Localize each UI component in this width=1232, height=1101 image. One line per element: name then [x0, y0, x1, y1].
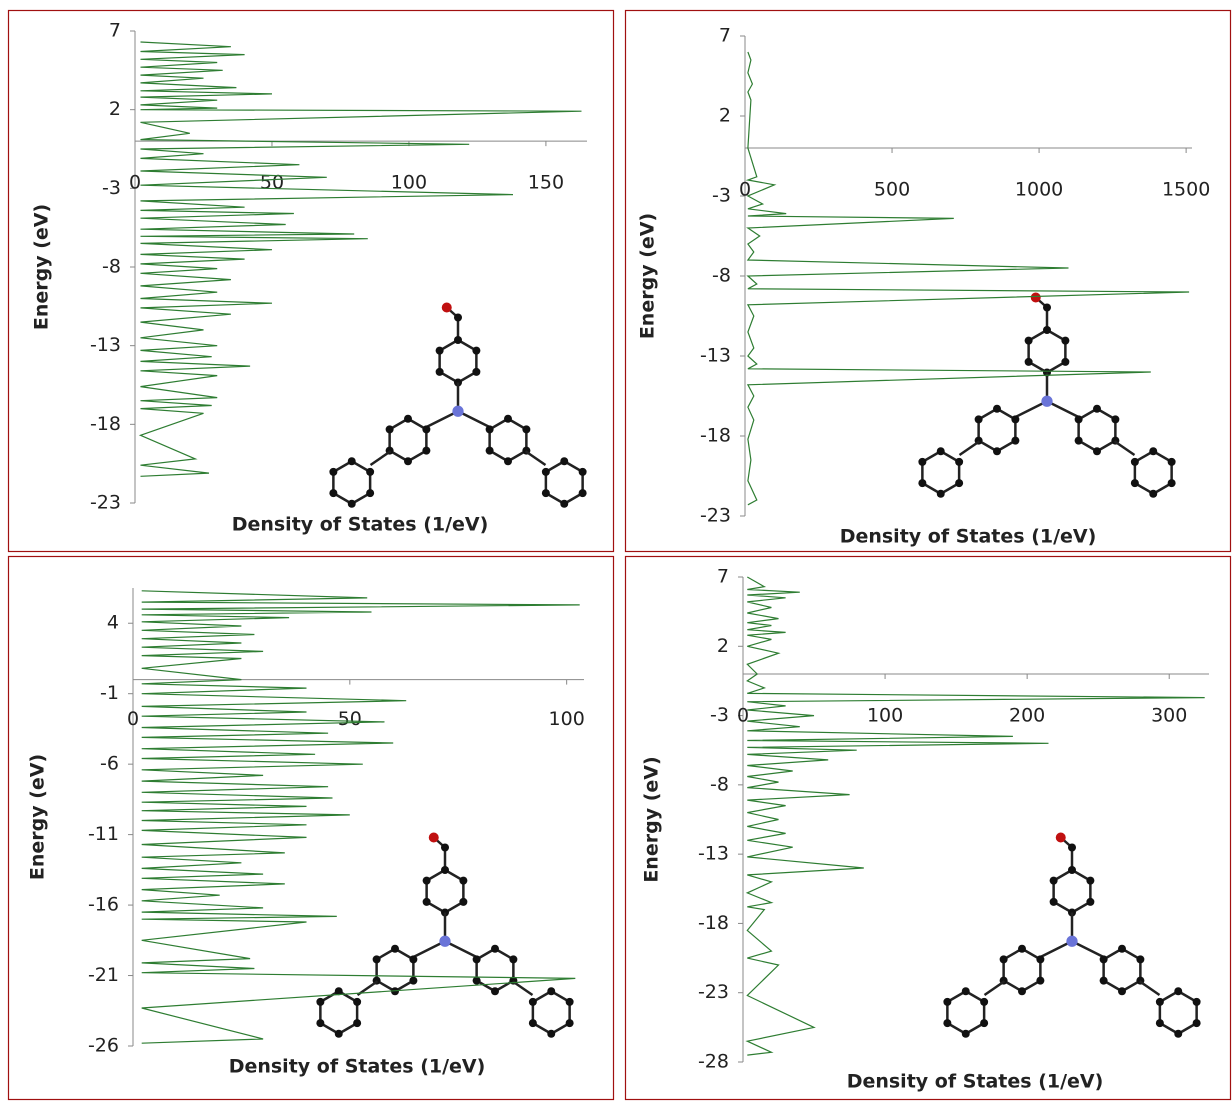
y-tick-label: -18 — [90, 413, 121, 435]
y-tick-label: 4 — [107, 612, 119, 634]
molecule — [918, 293, 1175, 498]
y-tick-label: 7 — [719, 25, 731, 47]
y-tick-label: -21 — [88, 964, 119, 986]
y-tick-label: -3 — [102, 177, 121, 199]
y-tick-label: -23 — [698, 981, 729, 1003]
y-tick-label: -8 — [102, 256, 121, 278]
y-tick-label: -11 — [88, 823, 119, 845]
molecule — [943, 833, 1200, 1038]
y-tick-label: -3 — [710, 704, 729, 726]
x-tick-label: 1000 — [1015, 179, 1063, 201]
y-tick-label: -18 — [700, 425, 731, 447]
x-tick-label: 0 — [127, 708, 139, 730]
x-tick-label: 1500 — [1162, 179, 1210, 201]
x-tick-label: 100 — [391, 172, 427, 194]
y-tick-label: -13 — [90, 334, 121, 356]
x-axis-title: Density of States (1/eV) — [232, 514, 489, 536]
x-tick-label: 500 — [874, 179, 910, 201]
molecule — [329, 303, 586, 508]
panel-frame — [9, 11, 614, 552]
x-tick-label: 300 — [1151, 705, 1187, 727]
y-tick-label: -23 — [90, 492, 121, 514]
y-tick-label: -13 — [698, 843, 729, 865]
y-tick-label: -3 — [712, 185, 731, 207]
y-tick-label: -16 — [88, 894, 119, 916]
x-axis-title: Density of States (1/eV) — [229, 1056, 486, 1078]
y-axis-title: Energy (eV) — [641, 756, 663, 882]
y-tick-label: -18 — [698, 912, 729, 934]
y-tick-label: 2 — [109, 98, 121, 120]
y-tick-label: -13 — [700, 345, 731, 367]
x-tick-label: 0 — [737, 705, 749, 727]
x-tick-label: 50 — [338, 708, 362, 730]
y-tick-label: -8 — [710, 773, 729, 795]
y-tick-label: 7 — [717, 566, 729, 588]
y-tick-label: 2 — [717, 635, 729, 657]
y-tick-label: 7 — [109, 20, 121, 42]
y-tick-label: -1 — [100, 682, 119, 704]
x-axis-title: Density of States (1/eV) — [847, 1071, 1104, 1093]
molecule — [316, 833, 573, 1038]
y-axis-title: Energy (eV) — [637, 213, 659, 339]
x-tick-label: 200 — [1009, 705, 1045, 727]
dos-line — [748, 52, 1189, 505]
dos-line — [141, 42, 582, 476]
y-tick-label: -6 — [100, 753, 119, 775]
x-tick-label: 100 — [867, 705, 903, 727]
x-tick-label: 100 — [549, 708, 585, 730]
y-axis-title: Energy (eV) — [31, 204, 53, 330]
y-tick-label: -26 — [88, 1035, 119, 1057]
y-tick-label: -23 — [700, 505, 731, 527]
y-tick-label: 2 — [719, 105, 731, 127]
figure: -23 -18 -13 -8 -3 2 7 0 50 100 150 Energy (eV) Densi… — [0, 0, 1232, 1101]
x-axis-title: Density of States (1/eV) — [840, 526, 1097, 548]
x-tick-label: 150 — [528, 172, 564, 194]
x-tick-label: 0 — [129, 172, 141, 194]
y-tick-label: -28 — [698, 1051, 729, 1073]
y-axis-title: Energy (eV) — [27, 754, 49, 880]
y-tick-label: -8 — [712, 265, 731, 287]
